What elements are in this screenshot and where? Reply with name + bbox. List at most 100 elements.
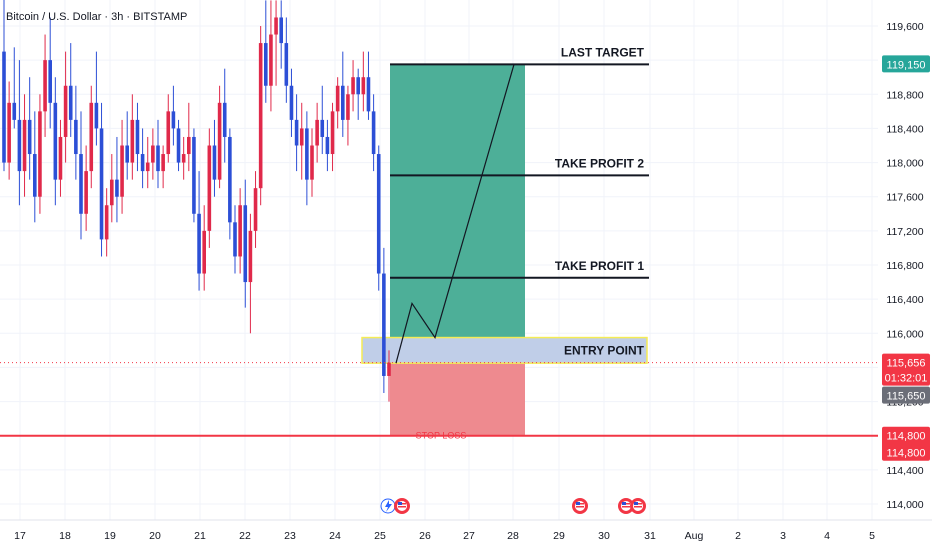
time-tick-label: 23 bbox=[284, 530, 296, 542]
candle-body bbox=[161, 154, 165, 172]
candle-body bbox=[84, 171, 88, 214]
candle-body bbox=[74, 119, 78, 155]
candle bbox=[166, 94, 171, 163]
candle bbox=[274, 0, 278, 86]
svg-text:119,150: 119,150 bbox=[887, 59, 926, 71]
candle bbox=[346, 85, 350, 146]
time-tick-label: 21 bbox=[194, 530, 206, 542]
candle-body bbox=[382, 273, 386, 376]
candle bbox=[361, 51, 366, 112]
candle-body bbox=[269, 34, 273, 86]
candle-body bbox=[27, 119, 32, 155]
candle-body bbox=[222, 102, 227, 137]
candle-body bbox=[341, 85, 345, 120]
candle-body bbox=[125, 145, 129, 163]
candle bbox=[135, 102, 140, 172]
loss-zone bbox=[390, 363, 525, 436]
candle bbox=[115, 136, 119, 223]
candle-body bbox=[104, 205, 109, 240]
event-flags[interactable] bbox=[380, 498, 646, 514]
candle-body bbox=[248, 230, 253, 283]
candle bbox=[176, 119, 181, 172]
symbol-title[interactable]: Bitcoin / U.S. Dollar · 3h · BITSTAMP bbox=[6, 11, 188, 23]
countdown-timer: 01:32:01 bbox=[885, 373, 928, 385]
candle bbox=[161, 145, 165, 189]
candle-body bbox=[7, 102, 11, 163]
candle-body bbox=[94, 102, 99, 129]
candle bbox=[366, 51, 371, 120]
us-flag-event-icon[interactable] bbox=[572, 498, 588, 514]
stop-loss-price-badges: 114,800 114,800 bbox=[882, 426, 930, 461]
candle-body bbox=[325, 136, 330, 155]
us-flag-event-icon[interactable] bbox=[394, 498, 410, 514]
us-flag-event-icon[interactable] bbox=[630, 498, 646, 514]
candle-body bbox=[48, 60, 52, 103]
time-axis[interactable]: 17 18 19 20 21 22 23 24 25 26 27 28 29 30 31 Aug 2 3 4 5 bbox=[0, 519, 932, 550]
candle bbox=[253, 171, 258, 248]
lightning-event-icon[interactable] bbox=[380, 498, 396, 514]
candle bbox=[258, 26, 263, 206]
candle bbox=[89, 85, 94, 189]
candle-body bbox=[289, 85, 294, 120]
crosshair-price-badge: 115,650 bbox=[882, 386, 930, 404]
candle bbox=[145, 136, 150, 189]
candle-body bbox=[33, 154, 37, 197]
candle bbox=[99, 102, 104, 257]
candle-body bbox=[335, 85, 340, 112]
candle bbox=[382, 247, 386, 394]
candle-body bbox=[89, 102, 94, 172]
candle-body bbox=[371, 111, 376, 155]
time-tick-label: 2 bbox=[735, 530, 741, 542]
candle bbox=[222, 68, 227, 163]
candle-body bbox=[366, 77, 371, 112]
candle-body bbox=[63, 85, 68, 137]
candle-body bbox=[212, 145, 217, 180]
time-tick-label: 24 bbox=[329, 530, 341, 542]
candle-body bbox=[53, 102, 58, 180]
candle-body bbox=[294, 119, 299, 146]
candle-body bbox=[197, 213, 201, 274]
projected-path[interactable] bbox=[395, 64, 515, 364]
candle bbox=[74, 85, 78, 180]
time-tick-label: 25 bbox=[374, 530, 386, 542]
time-tick-label: 31 bbox=[644, 530, 656, 542]
candle bbox=[2, 0, 6, 172]
candle bbox=[376, 145, 381, 291]
candle bbox=[264, 0, 268, 103]
candle bbox=[48, 17, 52, 129]
candle bbox=[341, 51, 345, 137]
svg-text:115,650: 115,650 bbox=[887, 391, 926, 403]
svg-text:114,800: 114,800 bbox=[887, 448, 926, 460]
candle bbox=[17, 60, 22, 206]
time-tick-label: 28 bbox=[507, 530, 519, 542]
candle bbox=[130, 94, 135, 180]
price-tick-label: 118,800 bbox=[886, 89, 923, 101]
candle-body bbox=[207, 145, 212, 231]
last-target-label: LAST TARGET bbox=[561, 45, 645, 59]
candle-body bbox=[315, 119, 319, 146]
candle-body bbox=[68, 85, 73, 120]
candle bbox=[38, 94, 42, 214]
candle bbox=[335, 77, 340, 129]
entry-zone[interactable] bbox=[361, 336, 648, 364]
candle-body bbox=[274, 17, 278, 35]
candle bbox=[310, 128, 314, 197]
candlestick-series bbox=[2, 0, 391, 402]
candle bbox=[27, 77, 32, 180]
candle-body bbox=[233, 222, 237, 257]
time-tick-label: 4 bbox=[824, 530, 830, 542]
candle bbox=[330, 102, 335, 172]
candle-body bbox=[115, 179, 119, 197]
candle-body bbox=[181, 154, 186, 163]
candle-body bbox=[151, 145, 155, 163]
candle bbox=[12, 47, 17, 129]
candle-body bbox=[156, 145, 160, 172]
candle-body bbox=[310, 145, 314, 180]
us-flag-event-icon[interactable] bbox=[618, 498, 634, 514]
candle bbox=[110, 154, 114, 223]
time-tick-label: 5 bbox=[869, 530, 875, 542]
candle-body bbox=[171, 111, 176, 129]
candle bbox=[269, 0, 273, 112]
candle bbox=[120, 119, 124, 214]
